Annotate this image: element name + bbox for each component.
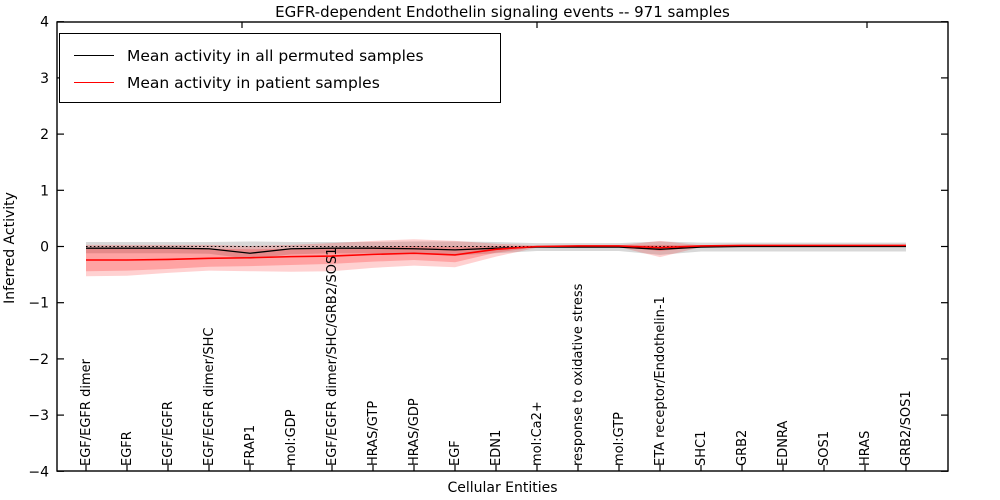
x-tick-label: EGF/EGFR dimer/SHC/GRB2/SOS1 bbox=[325, 248, 340, 467]
x-tick-label: EGFR bbox=[120, 431, 135, 466]
x-tick-label: EGF bbox=[448, 440, 463, 466]
y-tick-label: −2 bbox=[28, 352, 49, 368]
x-tick-label: EGF/EGFR dimer bbox=[79, 358, 94, 466]
x-tick-label: FRAP1 bbox=[243, 425, 258, 466]
patient-line-swatch bbox=[74, 82, 114, 83]
x-tick-label: GRB2/SOS1 bbox=[899, 390, 914, 466]
series-mean-activity-in-all-permuted-samples bbox=[86, 245, 906, 254]
x-tick-label: ETA receptor/Endothelin-1 bbox=[653, 296, 668, 466]
y-tick-label: 0 bbox=[40, 240, 49, 256]
band-patient-spread-inner bbox=[86, 244, 906, 272]
y-tick-label: 4 bbox=[40, 15, 49, 31]
x-tick-label: response to oxidative stress bbox=[571, 283, 586, 466]
x-tick-label: SHC1 bbox=[694, 431, 709, 466]
x-tick-label: HRAS/GDP bbox=[407, 398, 422, 466]
permuted-line-swatch bbox=[74, 55, 114, 56]
x-tick-label: mol:GDP bbox=[284, 409, 299, 466]
y-tick-label: 3 bbox=[40, 71, 49, 87]
x-tick-label: EDN1 bbox=[489, 430, 504, 466]
y-tick-label: −4 bbox=[28, 464, 49, 480]
x-tick-label: SOS1 bbox=[817, 431, 832, 466]
y-tick-label: 1 bbox=[40, 183, 49, 199]
legend-label-permuted: Mean activity in all permuted samples bbox=[127, 46, 424, 65]
legend-item-patient: Mean activity in patient samples bbox=[74, 69, 500, 96]
x-tick-label: mol:Ca2+ bbox=[530, 401, 545, 466]
legend-item-permuted: Mean activity in all permuted samples bbox=[74, 42, 500, 69]
x-tick-label: HRAS bbox=[858, 431, 873, 466]
x-tick-label: EGF/EGFR dimer/SHC bbox=[202, 328, 217, 466]
x-tick-label: mol:GTP bbox=[612, 412, 627, 466]
chart-title: EGFR-dependent Endothelin signaling even… bbox=[275, 3, 730, 21]
x-axis-label: Cellular Entities bbox=[447, 480, 558, 496]
y-tick-label: 2 bbox=[40, 127, 49, 143]
x-tick-label: HRAS/GTP bbox=[366, 401, 381, 466]
y-tick-label: −3 bbox=[28, 408, 49, 424]
series-mean-activity-in-patient-samples bbox=[86, 244, 906, 261]
x-tick-label: GRB2 bbox=[735, 430, 750, 466]
y-tick-label: −1 bbox=[28, 296, 49, 312]
x-tick-label: EGF/EGFR bbox=[161, 401, 176, 466]
x-tick-label: EDNRA bbox=[776, 421, 791, 466]
legend: Mean activity in all permuted samples Me… bbox=[59, 33, 501, 103]
legend-label-patient: Mean activity in patient samples bbox=[127, 73, 380, 92]
